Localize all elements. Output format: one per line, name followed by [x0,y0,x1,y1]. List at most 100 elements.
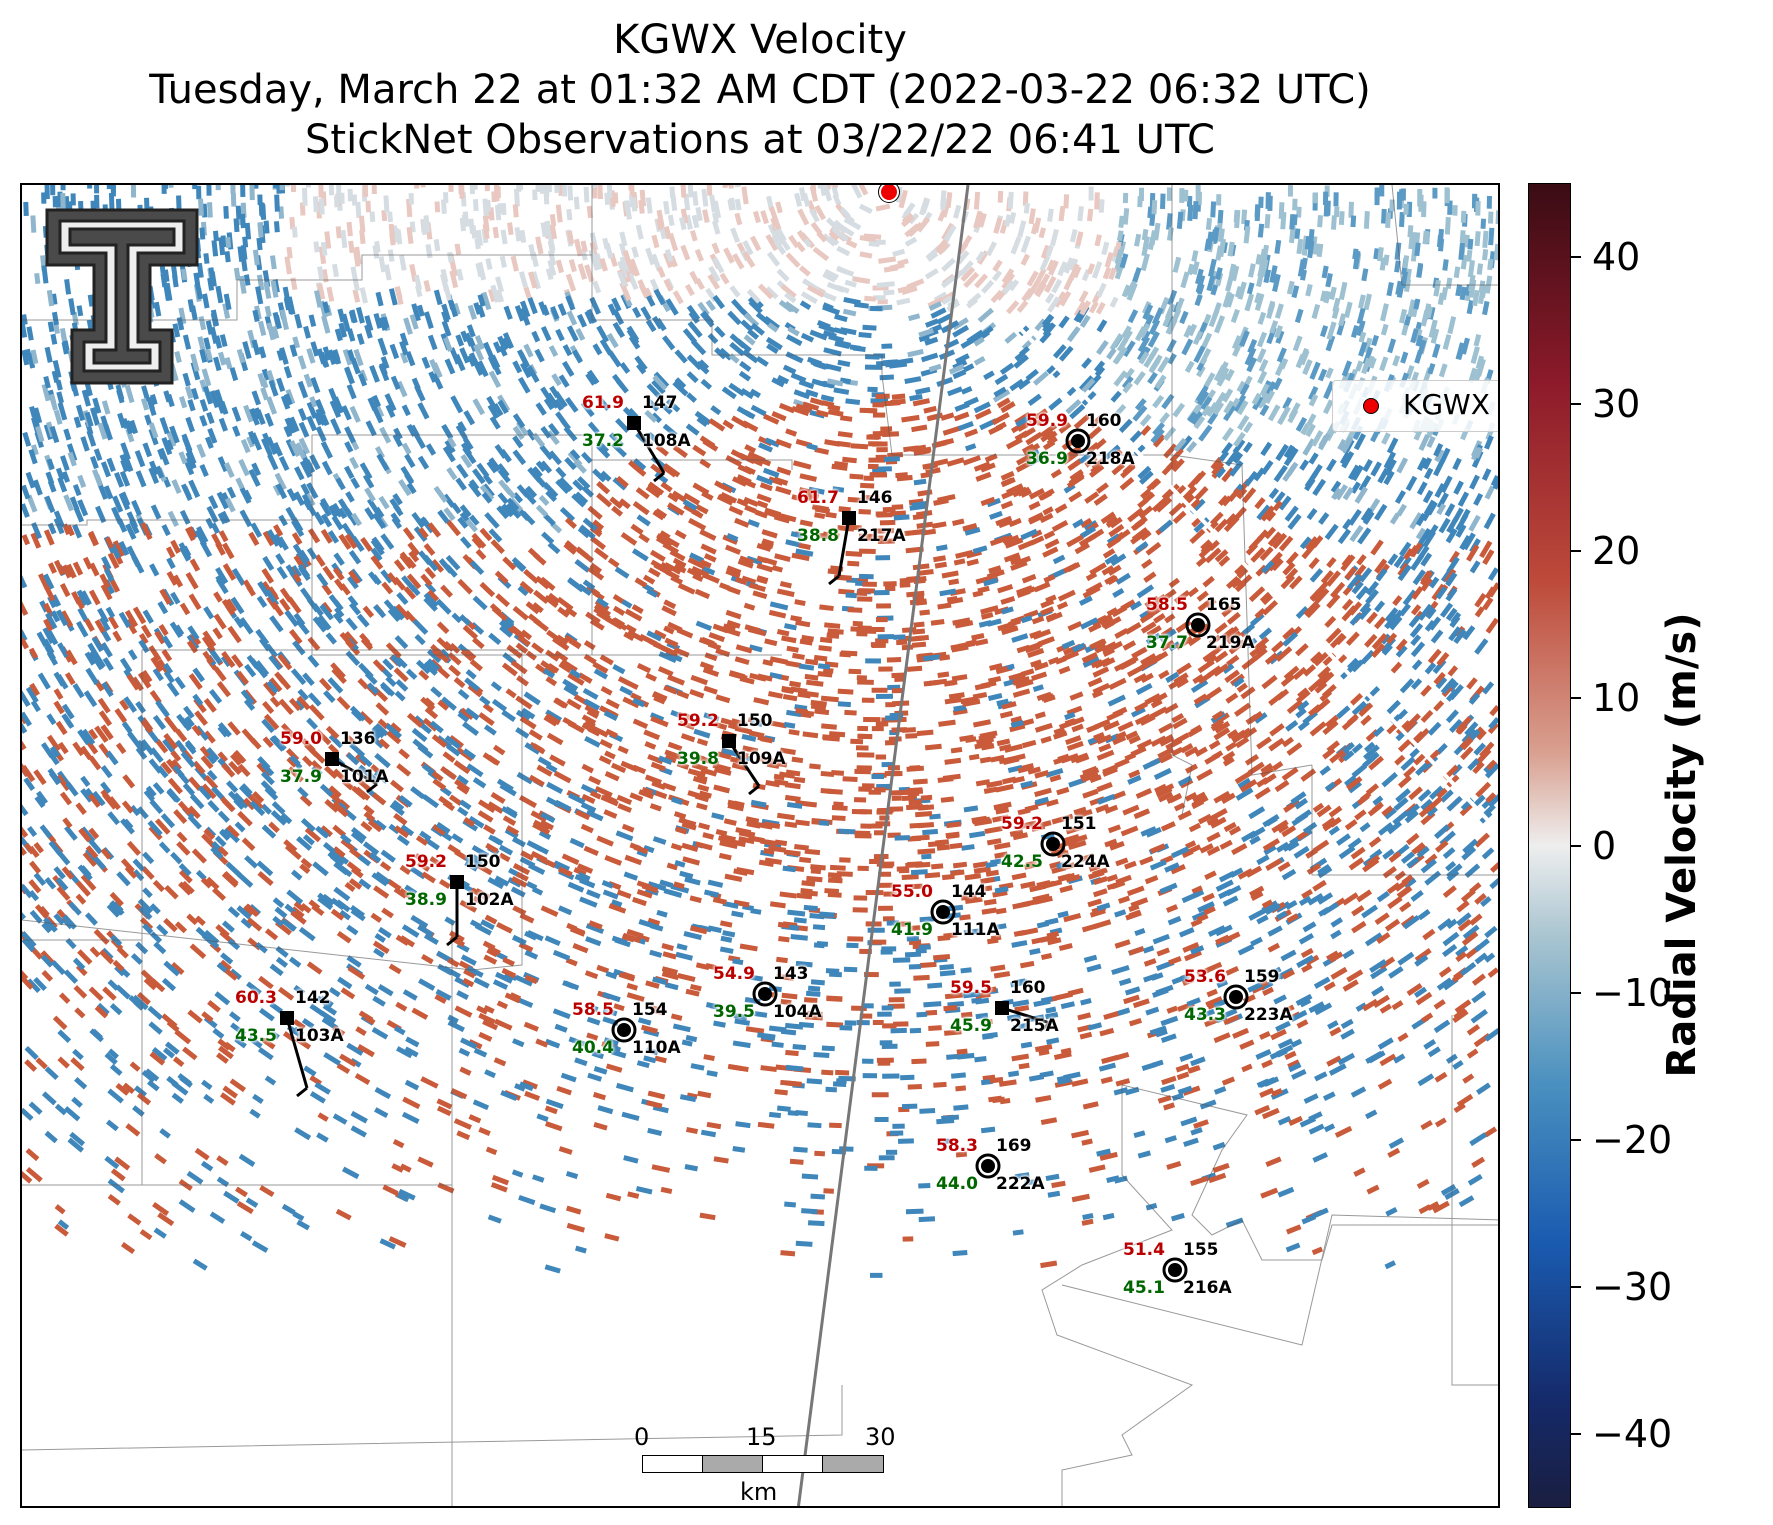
colorbar-label: Radial Velocity (m/s) [1659,612,1705,1078]
station-marker-224A[interactable] [1040,831,1066,857]
station-id: 109A [737,749,786,769]
colorbar-tick [1571,844,1581,847]
map-title: KGWX Velocity [613,17,907,63]
radar-site-marker[interactable] [879,185,899,202]
colorbar-tick-label: −10 [1592,970,1673,1015]
station-id: 110A [632,1038,681,1058]
map-legend: KGWX [1332,380,1498,432]
station-pressure: 144 [951,882,987,902]
colorbar-tick-label: −40 [1592,1412,1673,1457]
station-dewpoint: 41.9 [891,920,933,940]
scale-label-15: 15 [746,1423,777,1451]
station-pressure: 146 [857,488,893,508]
station-id: 217A [857,526,906,546]
station-marker-219A[interactable] [1185,612,1211,638]
station-marker-102A[interactable] [446,875,464,947]
scale-label-30: 30 [865,1423,896,1451]
colorbar-tick [1571,1286,1581,1289]
station-dewpoint: 37.9 [280,767,322,787]
map-subtitle-observations: StickNet Observations at 03/22/22 06:41 … [305,117,1215,163]
sticknet-stations [280,416,1249,1283]
station-pressure: 150 [465,852,501,872]
station-dewpoint: 40.4 [572,1038,614,1058]
colorbar-tick-label: −30 [1592,1265,1673,1310]
station-marker-222A[interactable] [975,1153,1001,1179]
station-dewpoint: 43.5 [235,1026,277,1046]
station-marker-215A[interactable] [995,1001,1051,1033]
station-dewpoint: 43.3 [1184,1005,1226,1025]
station-pressure: 154 [632,1000,668,1020]
station-marker-101A[interactable] [325,752,378,794]
station-dewpoint: 38.8 [797,526,839,546]
station-pressure: 147 [642,393,678,413]
colorbar-tick-label: 20 [1592,529,1641,574]
station-pressure: 165 [1206,595,1242,615]
station-temperature: 59.2 [1001,814,1043,834]
station-id: 218A [1086,449,1135,469]
station-dewpoint: 37.7 [1146,633,1188,653]
station-id: 215A [1010,1016,1059,1036]
station-temperature: 59.2 [405,852,447,872]
station-temperature: 58.5 [572,1000,614,1020]
station-dewpoint: 42.5 [1001,852,1043,872]
station-dewpoint: 44.0 [936,1174,978,1194]
scale-bar [642,1455,884,1473]
station-dewpoint: 39.8 [677,749,719,769]
station-pressure: 136 [340,729,376,749]
station-temperature: 61.7 [797,488,839,508]
station-temperature: 51.4 [1123,1240,1165,1260]
station-temperature: 59.9 [1026,411,1068,431]
radar-map[interactable]: 61.9 147 37.2 108A 59.9 160 36.9 218A 61.7 146 38.… [20,183,1500,1508]
station-id: 224A [1061,852,1110,872]
station-dewpoint: 37.2 [582,431,624,451]
station-pressure: 159 [1244,967,1280,987]
station-temperature: 60.3 [235,988,277,1008]
colorbar-tick [1571,255,1581,258]
station-id: 216A [1183,1278,1232,1298]
station-temperature: 58.5 [1146,595,1188,615]
station-id: 219A [1206,633,1255,653]
station-temperature: 59.0 [280,729,322,749]
scale-label-0: 0 [634,1423,650,1451]
colorbar-tick-label: 40 [1592,234,1641,279]
station-marker-110A[interactable] [611,1017,637,1043]
station-pressure: 169 [996,1136,1032,1156]
station-id: 103A [295,1026,344,1046]
station-pressure: 143 [773,964,809,984]
station-marker-217A[interactable] [828,511,856,586]
station-temperature: 59.2 [677,711,719,731]
map-subtitle-time: Tuesday, March 22 at 01:32 AM CDT (2022-… [149,67,1371,113]
station-marker-216A[interactable] [1162,1257,1188,1283]
station-temperature: 53.6 [1184,967,1226,987]
station-marker-109A[interactable] [722,734,761,796]
colorbar-tick-label: −20 [1592,1117,1673,1162]
station-id: 108A [642,431,691,451]
station-pressure: 160 [1010,978,1046,998]
station-dewpoint: 39.5 [713,1002,755,1022]
texas-tech-logo-icon [45,208,199,385]
station-marker-104A[interactable] [752,981,778,1007]
colorbar-tick [1571,991,1581,994]
station-marker-108A[interactable] [627,416,666,483]
station-temperature: 58.3 [936,1136,978,1156]
station-id: 223A [1244,1005,1293,1025]
station-pressure: 155 [1183,1240,1219,1260]
station-marker-111A[interactable] [930,899,956,925]
station-temperature: 61.9 [582,393,624,413]
colorbar [1528,183,1571,1508]
station-dewpoint: 45.1 [1123,1278,1165,1298]
station-temperature: 59.5 [950,978,992,998]
station-pressure: 151 [1061,814,1097,834]
station-id: 101A [340,767,389,787]
scale-unit: km [740,1478,778,1506]
station-marker-223A[interactable] [1223,984,1249,1010]
station-dewpoint: 45.9 [950,1016,992,1036]
station-marker-103A[interactable] [280,1011,309,1098]
station-marker-218A[interactable] [1065,428,1091,454]
colorbar-tick [1571,402,1581,405]
station-dewpoint: 36.9 [1026,449,1068,469]
colorbar-tick [1571,1138,1581,1141]
radar-site-legend-icon [1363,398,1379,414]
station-id: 104A [773,1002,822,1022]
colorbar-tick [1571,550,1581,553]
